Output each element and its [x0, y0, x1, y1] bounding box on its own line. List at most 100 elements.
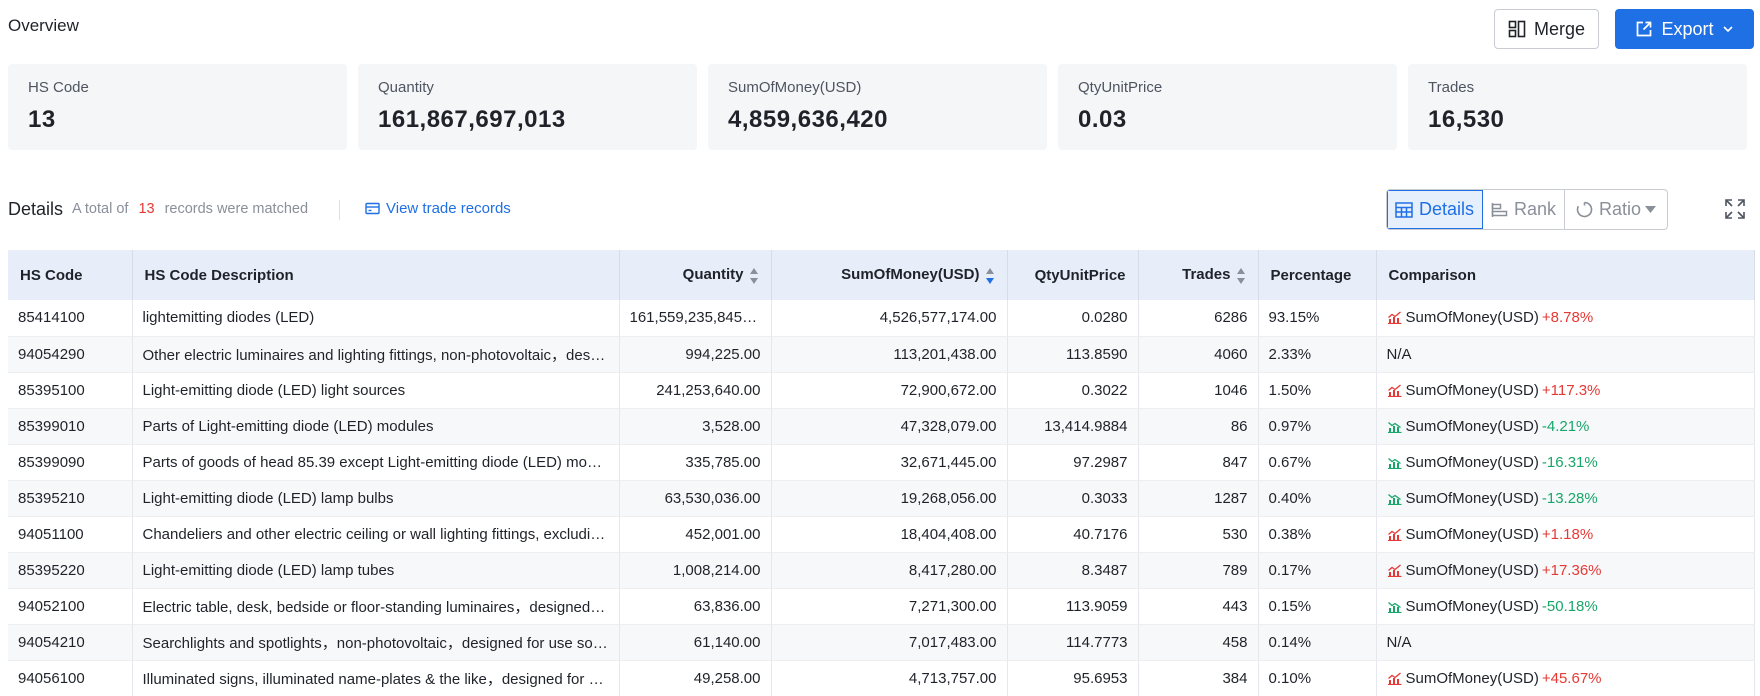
cell-percentage: 2.33% — [1258, 336, 1377, 373]
cell-comparison: SumOfMoney(USD) -16.31% — [1376, 444, 1755, 481]
comparison-cell[interactable]: SumOfMoney(USD) +45.67% — [1387, 670, 1744, 687]
cell-description: Light-emitting diode (LED) light sources — [132, 372, 620, 409]
column-header-trades[interactable]: Trades — [1138, 250, 1259, 300]
cell-hs-code: 85395210 — [8, 480, 133, 517]
count-prefix: A total of — [72, 201, 129, 217]
summary-card-trades: Trades 16,530 — [1408, 64, 1747, 150]
table-row[interactable]: 94054290 Other electric luminaires and li… — [8, 336, 1755, 373]
card-value: 16,530 — [1428, 106, 1505, 133]
comparison-na: N/A — [1386, 633, 1412, 651]
cell-percentage: 93.15% — [1258, 300, 1377, 337]
cell-hs-code: 94054290 — [8, 336, 133, 373]
table-icon — [1395, 201, 1413, 218]
table-header-row: HS Code HS Code Description Quantity Sum… — [8, 250, 1755, 300]
cell-sum-of-money: 7,017,483.00 — [771, 624, 1008, 661]
merge-label: Merge — [1533, 18, 1586, 39]
cell-percentage: 0.17% — [1258, 552, 1377, 589]
merge-icon — [1508, 20, 1526, 38]
cell-percentage: 1.50% — [1258, 372, 1377, 409]
table-row[interactable]: 85399010 Parts of Light-emitting diode (L… — [8, 408, 1755, 445]
card-value: 13 — [28, 106, 56, 133]
trend-up-icon — [1387, 671, 1401, 685]
cell-quantity: 63,530,036.00 — [619, 480, 772, 517]
chevron-down-icon — [1722, 23, 1734, 35]
column-header-comparison: Comparison — [1376, 250, 1755, 300]
cell-comparison: N/A — [1376, 336, 1755, 373]
table-row[interactable]: 85399090 Parts of goods of head 85.39 exc… — [8, 444, 1755, 481]
sort-icon[interactable] — [749, 267, 759, 284]
cell-quantity: 61,140.00 — [619, 624, 772, 661]
tab-details[interactable]: Details — [1387, 190, 1483, 229]
cell-quantity: 63,836.00 — [619, 588, 772, 625]
comparison-cell[interactable]: SumOfMoney(USD) -50.18% — [1387, 598, 1744, 615]
comparison-cell[interactable]: SumOfMoney(USD) +1.18% — [1387, 526, 1744, 543]
table-row[interactable]: 85395100 Light-emitting diode (LED) light… — [8, 372, 1755, 409]
comparison-label: SumOfMoney(USD) — [1405, 561, 1539, 579]
cell-sum-of-money: 4,526,577,174.00 — [771, 300, 1008, 337]
view-trade-records-label: View trade records — [386, 200, 511, 217]
table-row[interactable]: 94052100 Electric table, desk, bedside or… — [8, 588, 1755, 625]
comparison-change: +117.3% — [1541, 381, 1601, 399]
column-header-quantity[interactable]: Quantity — [619, 250, 772, 300]
cell-hs-code: 85395220 — [8, 552, 133, 589]
comparison-cell[interactable]: SumOfMoney(USD) +8.78% — [1387, 309, 1744, 326]
comparison-cell[interactable]: SumOfMoney(USD) +17.36% — [1387, 562, 1744, 579]
count-number: 13 — [138, 201, 155, 217]
view-trade-records-link[interactable]: View trade records — [365, 200, 511, 217]
column-header-label: SumOfMoney(USD) — [841, 266, 980, 284]
sort-icon[interactable] — [985, 267, 995, 284]
summary-card-hs-code: HS Code 13 — [8, 64, 347, 150]
cell-description: Other electric luminaires and lighting f… — [132, 336, 620, 373]
table-row[interactable]: 85395220 Light-emitting diode (LED) lamp … — [8, 552, 1755, 589]
cell-sum-of-money: 4,713,757.00 — [771, 660, 1008, 696]
tab-rank-label: Rank — [1513, 199, 1557, 219]
card-label: Trades — [1428, 79, 1475, 96]
divider — [339, 200, 340, 220]
table-row[interactable]: 94056100 Illuminated signs, illuminated n… — [8, 660, 1755, 696]
comparison-cell[interactable]: SumOfMoney(USD) -4.21% — [1387, 418, 1744, 435]
cell-percentage: 0.97% — [1258, 408, 1377, 445]
cell-description: Chandeliers and other electric ceiling o… — [132, 516, 620, 553]
comparison-cell[interactable]: SumOfMoney(USD) -13.28% — [1387, 490, 1744, 507]
cell-percentage: 0.10% — [1258, 660, 1377, 696]
rank-icon — [1491, 202, 1508, 218]
cell-description: Searchlights and spotlights，non-photovol… — [132, 624, 620, 661]
cell-description: Electric table, desk, bedside or floor-s… — [132, 588, 620, 625]
fullscreen-icon[interactable] — [1724, 198, 1746, 220]
cell-sum-of-money: 7,271,300.00 — [771, 588, 1008, 625]
card-value: 0.03 — [1078, 106, 1127, 133]
cell-qty-unit-price: 40.7176 — [1007, 516, 1139, 553]
export-button[interactable]: Export — [1615, 9, 1754, 49]
table-row[interactable]: 94054210 Searchlights and spotlights，non-… — [8, 624, 1755, 661]
table-body: 85414100 lightemitting diodes (LED) 161,55… — [8, 300, 1755, 696]
comparison-cell[interactable]: SumOfMoney(USD) +117.3% — [1387, 382, 1744, 399]
comparison-change: -13.28% — [1541, 489, 1598, 507]
cell-sum-of-money: 47,328,079.00 — [771, 408, 1008, 445]
cell-qty-unit-price: 97.2987 — [1007, 444, 1139, 481]
sort-icon[interactable] — [1236, 267, 1246, 284]
cell-trades: 530 — [1138, 516, 1259, 553]
table-row[interactable]: 85395210 Light-emitting diode (LED) lamp … — [8, 480, 1755, 517]
cell-trades: 1046 — [1138, 372, 1259, 409]
table-row[interactable]: 85414100 lightemitting diodes (LED) 161,55… — [8, 300, 1755, 337]
tab-ratio[interactable]: Ratio — [1565, 190, 1667, 229]
column-header-label: Trades — [1182, 266, 1231, 284]
tab-rank[interactable]: Rank — [1483, 190, 1565, 229]
column-header-sum-of-money[interactable]: SumOfMoney(USD) — [771, 250, 1008, 300]
comparison-cell[interactable]: SumOfMoney(USD) -16.31% — [1387, 454, 1744, 471]
cell-trades: 86 — [1138, 408, 1259, 445]
cell-trades: 384 — [1138, 660, 1259, 696]
merge-button[interactable]: Merge — [1494, 9, 1599, 49]
cell-comparison: SumOfMoney(USD) +17.36% — [1376, 552, 1755, 589]
cell-trades: 4060 — [1138, 336, 1259, 373]
comparison-change: +8.78% — [1541, 309, 1594, 327]
cell-sum-of-money: 8,417,280.00 — [771, 552, 1008, 589]
cell-trades: 6286 — [1138, 300, 1259, 337]
table-row[interactable]: 94051100 Chandeliers and other electric c… — [8, 516, 1755, 553]
summary-card-qty-unit-price: QtyUnitPrice 0.03 — [1058, 64, 1397, 150]
cell-qty-unit-price: 95.6953 — [1007, 660, 1139, 696]
details-table: HS Code HS Code Description Quantity Sum… — [8, 250, 1755, 696]
cell-qty-unit-price: 113.9059 — [1007, 588, 1139, 625]
column-header-qty-unit-price: QtyUnitPrice — [1007, 250, 1139, 300]
comparison-change: +1.18% — [1541, 525, 1594, 543]
